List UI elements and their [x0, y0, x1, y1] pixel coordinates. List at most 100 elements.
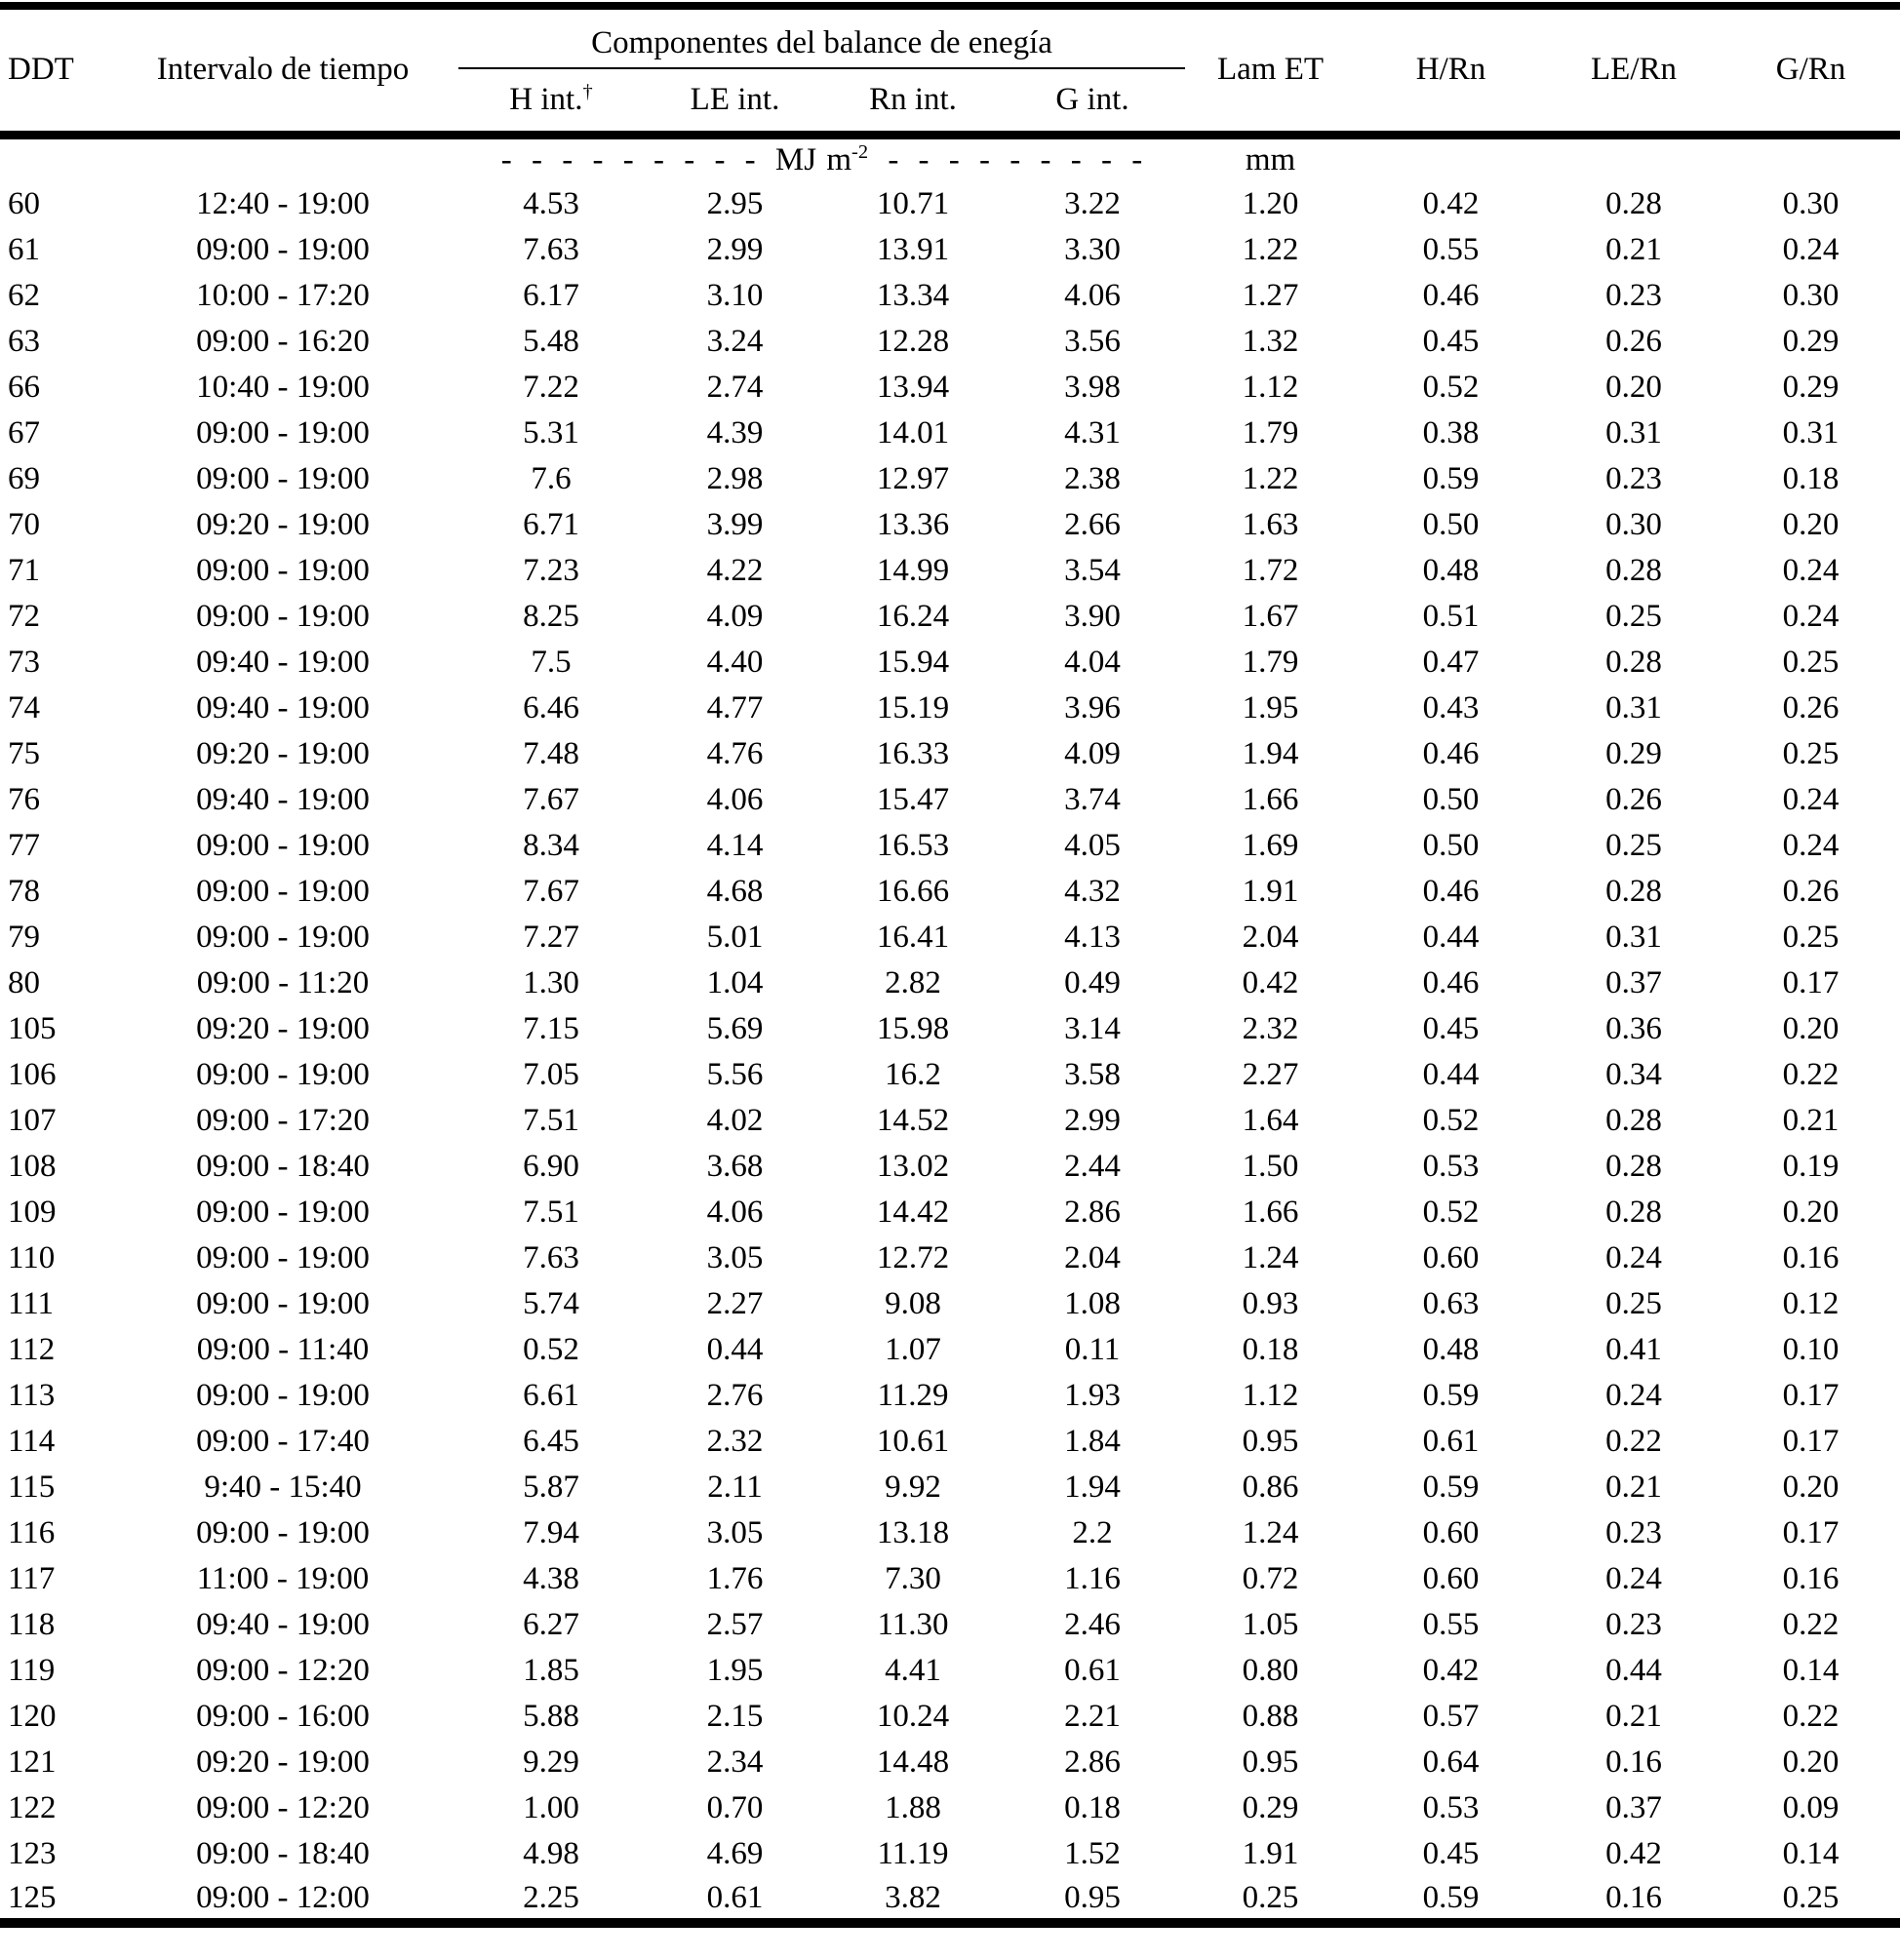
table-row: 110 09:00 - 19:00 7.63 3.05 12.72 2.04 1.24 0.6…: [0, 1235, 1900, 1281]
table-row: 62 10:00 - 17:20 6.17 3.10 13.34 4.06 1.27 0.46…: [0, 273, 1900, 319]
cell-lam-et: 1.66: [1242, 782, 1299, 817]
cell-le-int: 2.57: [706, 1607, 764, 1642]
cell-ddt: 118: [8, 1607, 56, 1642]
cell-rn-int: 7.30: [885, 1561, 941, 1596]
cell-h-rn: 0.60: [1422, 1240, 1480, 1275]
cell-g-int: 2.86: [1064, 1195, 1121, 1230]
cell-h-int: 5.31: [523, 415, 579, 451]
cell-lam-et: 2.04: [1242, 920, 1299, 955]
cell-rn-int: 16.2: [885, 1057, 941, 1092]
cell-h-int: 0.52: [523, 1332, 579, 1367]
cell-le-int: 4.02: [706, 1103, 764, 1138]
col-header-h-int: H int.†: [458, 68, 644, 139]
cell-lam-et: 1.22: [1242, 461, 1299, 496]
cell-g-int: 3.54: [1064, 553, 1121, 588]
cell-h-int: 6.61: [523, 1378, 579, 1413]
cell-h-int: 8.25: [523, 599, 579, 634]
cell-lam-et: 0.95: [1242, 1744, 1299, 1780]
cell-h-rn: 0.51: [1422, 599, 1480, 634]
cell-rn-int: 15.98: [876, 1011, 950, 1046]
cell-rn-int: 13.36: [876, 507, 950, 542]
cell-ddt: 120: [8, 1699, 57, 1734]
cell-ddt: 72: [8, 599, 40, 634]
col-header-le-rn: LE/Rn: [1546, 6, 1722, 139]
cell-ddt: 69: [8, 461, 40, 496]
cell-interval: 09:00 - 17:20: [196, 1103, 370, 1138]
cell-interval: 09:00 - 19:00: [196, 232, 370, 267]
cell-le-rn: 0.23: [1605, 278, 1662, 313]
cell-g-int: 3.96: [1064, 690, 1121, 725]
cell-g-rn: 0.19: [1782, 1149, 1840, 1184]
cell-g-int: 2.04: [1064, 1240, 1121, 1275]
cell-h-rn: 0.52: [1422, 1195, 1480, 1230]
cell-g-int: 2.46: [1064, 1607, 1121, 1642]
cell-rn-int: 16.66: [876, 874, 950, 909]
table-row: 73 09:40 - 19:00 7.5 4.40 15.94 4.04 1.79 0.47 0…: [0, 640, 1900, 686]
cell-interval: 09:00 - 19:00: [196, 1515, 370, 1550]
cell-le-int: 2.74: [706, 370, 764, 405]
cell-interval: 10:40 - 19:00: [196, 370, 370, 405]
cell-lam-et: 1.72: [1242, 553, 1299, 588]
cell-ddt: 111: [8, 1286, 55, 1321]
cell-g-int: 1.93: [1064, 1378, 1121, 1413]
cell-rn-int: 16.41: [876, 920, 950, 955]
cell-g-rn: 0.25: [1782, 736, 1840, 771]
cell-h-int: 7.51: [523, 1195, 579, 1230]
cell-interval: 09:00 - 12:20: [196, 1653, 370, 1688]
cell-h-int: 7.05: [523, 1057, 579, 1092]
cell-g-rn: 0.20: [1782, 1195, 1840, 1230]
cell-lam-et: 1.24: [1242, 1515, 1299, 1550]
cell-h-int: 2.25: [523, 1879, 579, 1915]
cell-h-rn: 0.59: [1422, 1879, 1480, 1915]
cell-interval: 09:40 - 19:00: [196, 1607, 370, 1642]
table-row: 121 09:20 - 19:00 9.29 2.34 14.48 2.86 0.95 0.6…: [0, 1740, 1900, 1785]
cell-le-rn: 0.34: [1605, 1057, 1662, 1092]
cell-ddt: 66: [8, 370, 40, 405]
cell-interval: 09:20 - 19:00: [196, 736, 370, 771]
col-group-header-energy-balance: Componentes del balance de enegía: [458, 6, 1185, 69]
cell-le-rn: 0.24: [1605, 1561, 1662, 1596]
cell-g-int: 2.99: [1064, 1103, 1121, 1138]
cell-h-int: 4.38: [523, 1561, 579, 1596]
cell-rn-int: 9.08: [885, 1286, 941, 1321]
cell-h-rn: 0.50: [1422, 828, 1480, 863]
cell-g-rn: 0.22: [1782, 1057, 1840, 1092]
cell-lam-et: 0.80: [1242, 1653, 1299, 1688]
cell-h-rn: 0.60: [1422, 1561, 1480, 1596]
cell-le-rn: 0.24: [1605, 1240, 1662, 1275]
cell-rn-int: 1.07: [885, 1332, 941, 1367]
cell-le-rn: 0.21: [1605, 232, 1662, 267]
cell-lam-et: 2.27: [1242, 1057, 1299, 1092]
cell-rn-int: 10.61: [876, 1424, 950, 1459]
cell-g-rn: 0.09: [1782, 1790, 1840, 1825]
cell-h-int: 7.22: [523, 370, 579, 405]
cell-rn-int: 13.18: [876, 1515, 950, 1550]
cell-h-rn: 0.59: [1422, 1378, 1480, 1413]
cell-h-rn: 0.50: [1422, 507, 1480, 542]
cell-ddt: 75: [8, 736, 40, 771]
cell-h-rn: 0.53: [1422, 1149, 1480, 1184]
cell-g-int: 2.66: [1064, 507, 1121, 542]
table-row: 119 09:00 - 12:20 1.85 1.95 4.41 0.61 0.80 0.42…: [0, 1648, 1900, 1694]
table-row: 109 09:00 - 19:00 7.51 4.06 14.42 2.86 1.66 0.5…: [0, 1190, 1900, 1235]
cell-le-int: 4.40: [706, 645, 764, 680]
cell-g-int: 3.74: [1064, 782, 1121, 817]
table-row: 120 09:00 - 16:00 5.88 2.15 10.24 2.21 0.88 0.5…: [0, 1694, 1900, 1740]
cell-g-int: 1.08: [1064, 1286, 1121, 1321]
cell-h-int: 1.00: [523, 1790, 579, 1825]
header-row-sub: H int.† LE int. Rn int. G int.: [0, 68, 1900, 139]
col-header-h-rn: H/Rn: [1356, 6, 1546, 139]
cell-rn-int: 3.82: [885, 1879, 941, 1915]
cell-le-rn: 0.30: [1605, 507, 1662, 542]
cell-le-int: 2.27: [706, 1286, 764, 1321]
cell-interval: 09:00 - 19:00: [196, 874, 370, 909]
table-row: 74 09:40 - 19:00 6.46 4.77 15.19 3.96 1.95 0.43…: [0, 686, 1900, 731]
table-row: 112 09:00 - 11:40 0.52 0.44 1.07 0.11 0.18 0.48…: [0, 1327, 1900, 1373]
cell-interval: 09:00 - 19:00: [196, 461, 370, 496]
cell-le-int: 4.09: [706, 599, 764, 634]
cell-ddt: 76: [8, 782, 40, 817]
cell-lam-et: 1.94: [1242, 736, 1299, 771]
cell-h-rn: 0.59: [1422, 1470, 1480, 1505]
cell-le-int: 4.76: [706, 736, 764, 771]
cell-h-rn: 0.60: [1422, 1515, 1480, 1550]
